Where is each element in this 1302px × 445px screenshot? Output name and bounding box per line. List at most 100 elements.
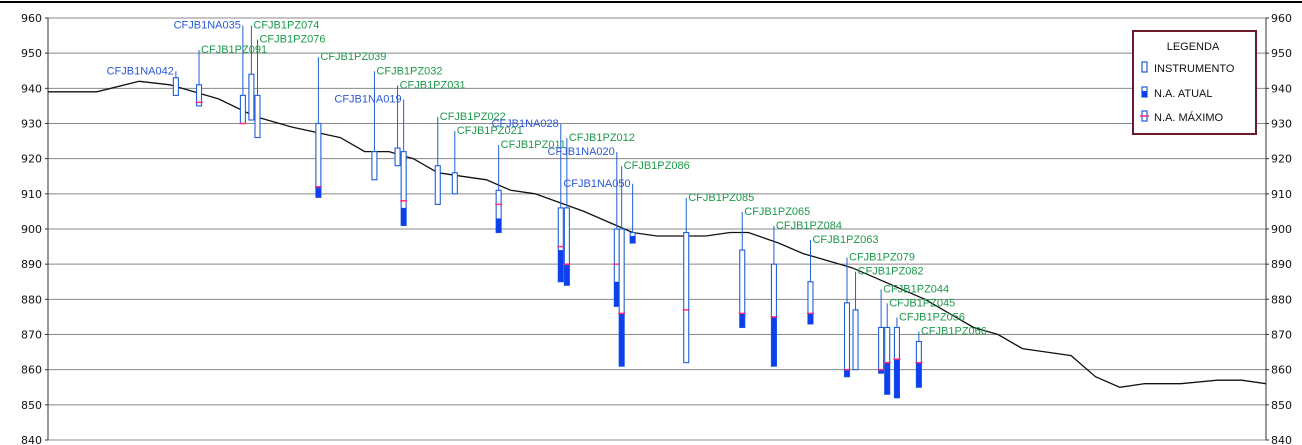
instrument-cfjb1pz012: [563, 138, 571, 286]
instrument-label: CFJB1PZ021: [457, 125, 523, 137]
na-atual-level: [630, 236, 636, 244]
na-atual-level: [771, 316, 777, 367]
y-tick-label-right: 910: [1271, 188, 1292, 201]
instrument-body: [878, 326, 885, 374]
y-tick-label-left: 880: [21, 293, 42, 306]
instrument-body: [239, 94, 246, 125]
instrument-cfjb1na035: [239, 25, 247, 125]
instrument-cfjb1pz039: [314, 57, 322, 198]
na-atual-fill: [1142, 91, 1147, 97]
y-tick-label-right: 870: [1271, 329, 1292, 342]
instrument-label: CFJB1PZ084: [776, 220, 842, 232]
instrument-label: CFJB1PZ044: [883, 283, 949, 295]
instrument-body: [400, 151, 407, 227]
instrument-cfjb1pz085: [682, 197, 690, 364]
y-tick-label-left: 930: [21, 118, 42, 131]
grid-lines: [48, 17, 1266, 441]
y-tick-label-right: 850: [1271, 399, 1292, 412]
na-atual-level: [564, 264, 570, 286]
instrument-label: CFJB1PZ056: [899, 311, 965, 323]
y-tick-label-right: 930: [1271, 118, 1292, 131]
legend-item-na-maximo: N.A. MÁXIMO: [1140, 110, 1224, 124]
instrument-cfjb1pz091: [195, 50, 203, 107]
instrument-body: [248, 73, 255, 121]
y-tick-label-left: 860: [21, 364, 42, 377]
instrument-body: [807, 281, 814, 325]
instrument-label: CFJB1PZ032: [376, 65, 442, 77]
y-tick-label-left: 840: [21, 434, 42, 445]
instrument-labels: CFJB1NA042 CFJB1PZ091 CFJB1NA035 CFJB1PZ074…: [107, 20, 987, 338]
legend-frame: [1132, 30, 1257, 135]
y-tick-label-left: 850: [21, 399, 42, 412]
y-tick-label-left: 960: [21, 12, 42, 25]
legend-box: LEGENDA INSTRUMENTO N.A. ATUAL N.A. MÁXI…: [1132, 30, 1257, 135]
instrument-label: CFJB1PZ079: [849, 252, 915, 264]
na-atual-level: [558, 250, 564, 282]
y-tick-label-left: 890: [21, 258, 42, 271]
instrument-label: CFJB1PZ085: [688, 192, 754, 204]
terrain-line: [48, 80, 1267, 388]
instrument-body: [195, 84, 203, 107]
instrument-label: CFJB1PZ012: [569, 132, 635, 144]
instrument-cfjb1pz044: [877, 289, 885, 374]
instrument-label: CFJB1PZ063: [812, 234, 878, 246]
y-tick-label-right: 890: [1271, 258, 1292, 271]
na-atual-level: [878, 369, 884, 374]
instrument-label: CFJB1NA035: [174, 20, 241, 32]
na-atual-level: [739, 313, 745, 328]
na-atual-level: [916, 362, 922, 388]
instrument-cfjb1pz032: [371, 71, 378, 181]
instrument-label: CFJB1NA019: [334, 93, 401, 105]
instrument-body: [852, 309, 859, 371]
instrument-label: CFJB1NA020: [548, 146, 615, 158]
instrument-label: CFJB1PZ091: [201, 44, 267, 56]
instrument-cfjb1pz065: [738, 211, 746, 329]
terrain-profile: [48, 80, 1267, 388]
na-atual-level: [315, 186, 321, 198]
na-atual-level: [844, 369, 850, 377]
instrument-cfjb1pz079: [843, 257, 851, 378]
na-atual-level: [401, 207, 407, 226]
instrument-icon: [1141, 61, 1148, 73]
instrument-cfjb1pz056: [893, 317, 901, 399]
instrument-label: CFJB1NA050: [563, 178, 630, 190]
instrument-body: [683, 231, 690, 364]
legend-label-instrument: INSTRUMENTO: [1154, 63, 1235, 75]
instrument-cfjb1pz066: [915, 331, 923, 388]
instrument-cfjb1pz084: [770, 226, 778, 367]
instrument-label: CFJB1PZ031: [400, 79, 466, 91]
na-atual-level: [614, 281, 620, 307]
y-tick-label-right: 880: [1271, 293, 1292, 306]
instrument-label: CFJB1PZ066: [921, 326, 987, 338]
legend-label-na-maximo: N.A. MÁXIMO: [1154, 111, 1224, 124]
instrument-label: CFJB1NA028: [492, 118, 559, 130]
legend-item-instrument: INSTRUMENTO: [1141, 61, 1235, 75]
instrument-label: CFJB1PZ011: [501, 139, 566, 151]
y-tick-label-right: 940: [1271, 82, 1292, 95]
y-tick-label-left: 870: [21, 329, 42, 342]
instrument-body: [843, 302, 851, 378]
instrument-cfjb1pz086: [618, 166, 626, 367]
instrument-cfjb1pz011: [495, 145, 503, 234]
y-tick-label-right: 900: [1271, 223, 1292, 236]
plot-area: [47, 18, 1267, 440]
na-atual-level: [619, 313, 625, 367]
instrument-body: [172, 77, 179, 96]
instrument-label: CFJB1PZ065: [744, 206, 810, 218]
y-tick-label-right: 920: [1271, 153, 1292, 166]
instrument-label: CFJB1PZ045: [889, 297, 955, 309]
legend-label-na-atual: N.A. ATUAL: [1154, 88, 1212, 100]
y-tick-label-right: 960: [1271, 12, 1292, 25]
instrument-body: [394, 147, 401, 167]
instrument-cfjb1pz021: [451, 131, 458, 195]
y-tick-label-left: 910: [21, 188, 42, 201]
legend-item-na-atual: N.A. ATUAL: [1141, 86, 1212, 100]
instrument-cfjb1pz045: [883, 303, 891, 395]
instrument-cfjb1na050: [629, 183, 636, 244]
instrument-label: CFJB1PZ074: [253, 20, 319, 32]
y-tick-label-left: 900: [21, 223, 42, 236]
y-tick-label-right: 860: [1271, 364, 1292, 377]
instrument-body: [371, 151, 378, 181]
y-axis-left: 960 950 940 930 920 910 900 890 880 870 860 850 840: [21, 12, 48, 445]
